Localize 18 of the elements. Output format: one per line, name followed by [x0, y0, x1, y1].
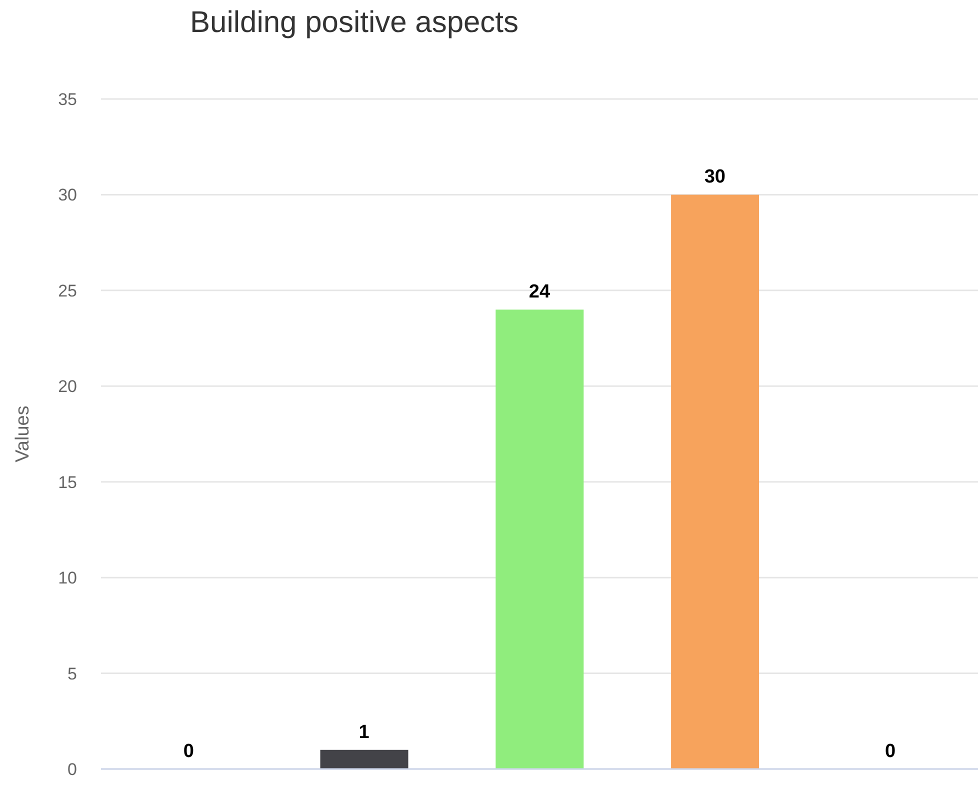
y-tick-label: 15	[58, 472, 77, 492]
data-label: 30	[704, 166, 726, 188]
y-tick-label: 20	[58, 377, 77, 396]
y-tick-label: 10	[58, 568, 77, 588]
y-tick-label: 5	[68, 664, 77, 684]
data-label: 24	[528, 282, 550, 303]
y-axis-title: Values	[12, 406, 34, 462]
chart-title: Building positive aspects	[190, 5, 519, 41]
bar	[496, 310, 584, 769]
data-label: 1	[358, 722, 370, 743]
y-tick-label: 35	[58, 90, 77, 110]
y-tick-label: 0	[68, 760, 77, 780]
y-tick-label: 30	[58, 186, 77, 205]
data-label: 0	[183, 741, 194, 762]
bar	[671, 194, 760, 769]
data-label: 0	[885, 741, 896, 762]
bar	[320, 750, 408, 769]
y-tick-label: 25	[58, 281, 77, 300]
